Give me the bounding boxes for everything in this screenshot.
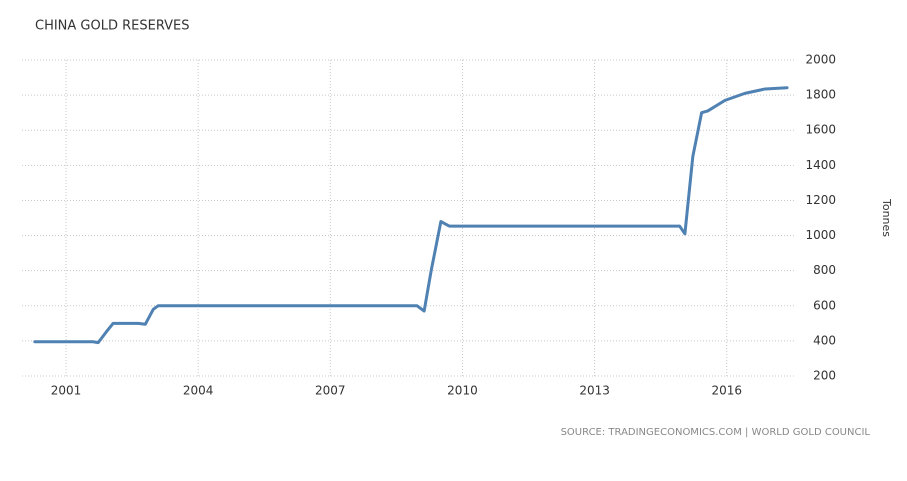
source-note: SOURCE: TRADINGECONOMICS.COM | WORLD GOL… xyxy=(561,427,871,438)
data-line xyxy=(33,86,789,345)
x-tick-label: 2004 xyxy=(183,384,214,398)
y-tick-label: 400 xyxy=(813,333,836,347)
y-tick-label: 1400 xyxy=(805,158,836,172)
y-tick-label: 200 xyxy=(813,369,836,383)
y-tick-label: 1800 xyxy=(805,88,836,102)
x-tick-label: 2007 xyxy=(315,384,346,398)
y-tick-label: 2000 xyxy=(805,53,836,67)
y-tick-label: 1000 xyxy=(805,228,836,242)
x-tick-label: 2016 xyxy=(711,384,742,398)
x-tick-label: 2013 xyxy=(579,384,610,398)
y-axis-label: Tonnes xyxy=(880,198,893,237)
y-tick-label: 800 xyxy=(813,263,836,277)
x-tick-label: 2010 xyxy=(447,384,478,398)
x-tick-label: 2001 xyxy=(51,384,82,398)
chart-title: CHINA GOLD RESERVES xyxy=(35,19,190,34)
y-tick-label: 600 xyxy=(813,298,836,312)
y-tick-label: 1600 xyxy=(805,123,836,137)
y-tick-label: 1200 xyxy=(805,193,836,207)
